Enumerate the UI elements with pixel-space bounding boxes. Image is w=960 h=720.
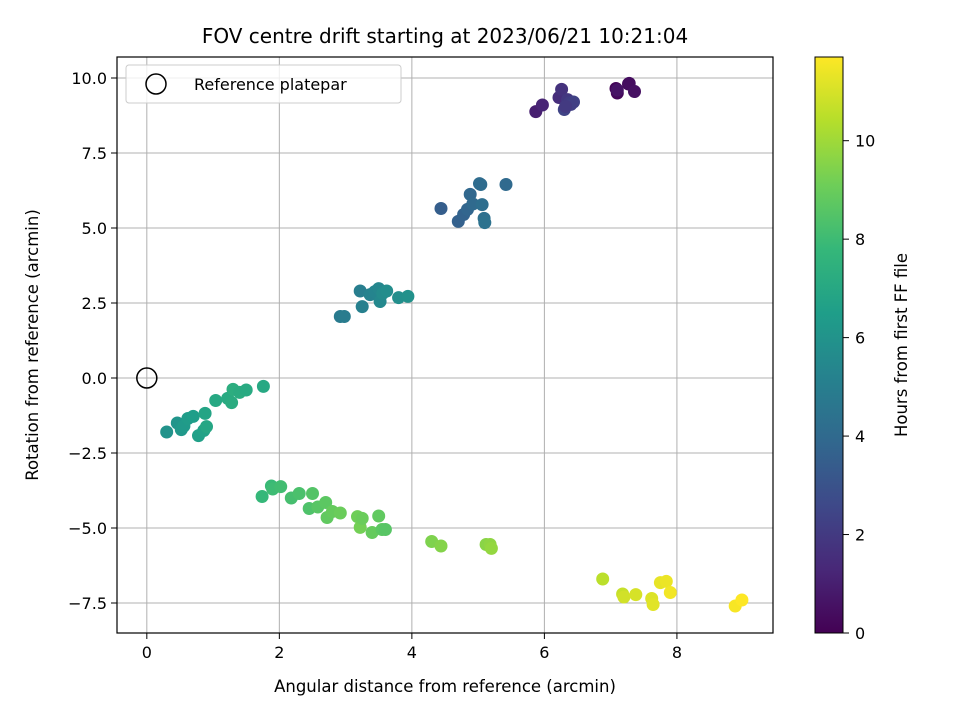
y-tick-label: 0.0 bbox=[82, 369, 107, 388]
data-point bbox=[659, 574, 673, 588]
y-tick-label: 2.5 bbox=[82, 294, 107, 313]
data-point bbox=[535, 98, 549, 112]
legend-marker-open-circle-icon bbox=[145, 73, 167, 95]
y-tick-label: 5.0 bbox=[82, 219, 107, 238]
data-point bbox=[629, 588, 643, 602]
data-point bbox=[337, 310, 351, 323]
colorbar-label: Hours from first FF file bbox=[892, 253, 911, 437]
data-point bbox=[628, 85, 641, 98]
colorbar-tick-label: 10 bbox=[855, 132, 875, 151]
data-point bbox=[198, 406, 212, 420]
data-point bbox=[380, 284, 394, 298]
data-points bbox=[136, 76, 749, 613]
data-point bbox=[306, 487, 319, 500]
x-tick-label: 2 bbox=[274, 643, 284, 662]
colorbar-tick-label: 0 bbox=[855, 624, 865, 643]
data-point bbox=[466, 197, 480, 211]
data-point bbox=[319, 496, 333, 509]
data-point bbox=[255, 490, 269, 503]
chart-title: FOV centre drift starting at 2023/06/21 … bbox=[202, 24, 688, 48]
data-point bbox=[559, 100, 573, 113]
data-point bbox=[401, 289, 415, 303]
data-point bbox=[663, 586, 677, 599]
data-point bbox=[617, 590, 631, 604]
data-point bbox=[478, 216, 492, 230]
data-point bbox=[434, 202, 448, 215]
legend: Reference platepar bbox=[125, 64, 402, 104]
data-point bbox=[355, 300, 369, 314]
data-point bbox=[239, 383, 253, 397]
data-point bbox=[355, 511, 369, 525]
data-point bbox=[160, 425, 174, 439]
x-tick-label: 0 bbox=[142, 643, 152, 662]
data-point bbox=[378, 523, 392, 536]
grid bbox=[117, 57, 773, 633]
y-tick-label: −7.5 bbox=[68, 594, 107, 613]
data-point bbox=[256, 379, 270, 393]
data-point bbox=[475, 198, 489, 212]
plot-frame bbox=[116, 56, 774, 634]
x-tick-label: 4 bbox=[407, 643, 417, 662]
colorbar-tick-label: 2 bbox=[855, 526, 865, 545]
data-point bbox=[473, 177, 486, 191]
data-point bbox=[209, 394, 223, 407]
y-tick-label: −2.5 bbox=[68, 444, 107, 463]
data-point bbox=[434, 539, 448, 553]
y-tick-label: 7.5 bbox=[82, 144, 107, 163]
colorbar-tick-label: 4 bbox=[855, 427, 865, 446]
colorbar-ticks: 0 2 4 6 8 10 bbox=[843, 132, 875, 643]
y-axis: −7.5 −5.0 −2.5 0.0 2.5 5.0 7.5 10.0 bbox=[68, 69, 117, 613]
y-tick-label: −5.0 bbox=[68, 519, 107, 538]
x-tick-label: 8 bbox=[672, 643, 682, 662]
x-axis: 0 2 4 6 8 bbox=[142, 633, 682, 662]
data-point bbox=[610, 83, 624, 97]
data-point bbox=[484, 541, 498, 555]
data-point bbox=[186, 409, 200, 423]
colorbar-gradient bbox=[814, 56, 844, 634]
reference-platepar-marker bbox=[136, 367, 158, 389]
y-axis-label: Rotation from reference (arcmin) bbox=[23, 209, 42, 481]
x-tick-label: 6 bbox=[539, 643, 549, 662]
data-point bbox=[365, 526, 379, 539]
colorbar: 0 2 4 6 8 10 Hours from first FF file bbox=[814, 56, 911, 643]
data-point bbox=[499, 178, 513, 191]
data-point bbox=[292, 487, 306, 500]
data-point bbox=[353, 284, 367, 298]
data-point bbox=[200, 420, 213, 434]
data-point bbox=[333, 506, 347, 520]
data-point bbox=[274, 480, 288, 494]
colorbar-tick-label: 6 bbox=[855, 329, 865, 348]
data-point bbox=[596, 572, 610, 586]
data-point bbox=[372, 509, 386, 523]
data-point bbox=[555, 82, 569, 96]
x-axis-label: Angular distance from reference (arcmin) bbox=[274, 677, 616, 696]
colorbar-tick-label: 8 bbox=[855, 230, 865, 249]
data-point bbox=[735, 593, 749, 607]
legend-box bbox=[125, 64, 402, 104]
data-point bbox=[646, 598, 660, 611]
data-point bbox=[225, 396, 239, 410]
legend-label: Reference platepar bbox=[194, 75, 347, 94]
y-tick-label: 10.0 bbox=[71, 69, 107, 88]
